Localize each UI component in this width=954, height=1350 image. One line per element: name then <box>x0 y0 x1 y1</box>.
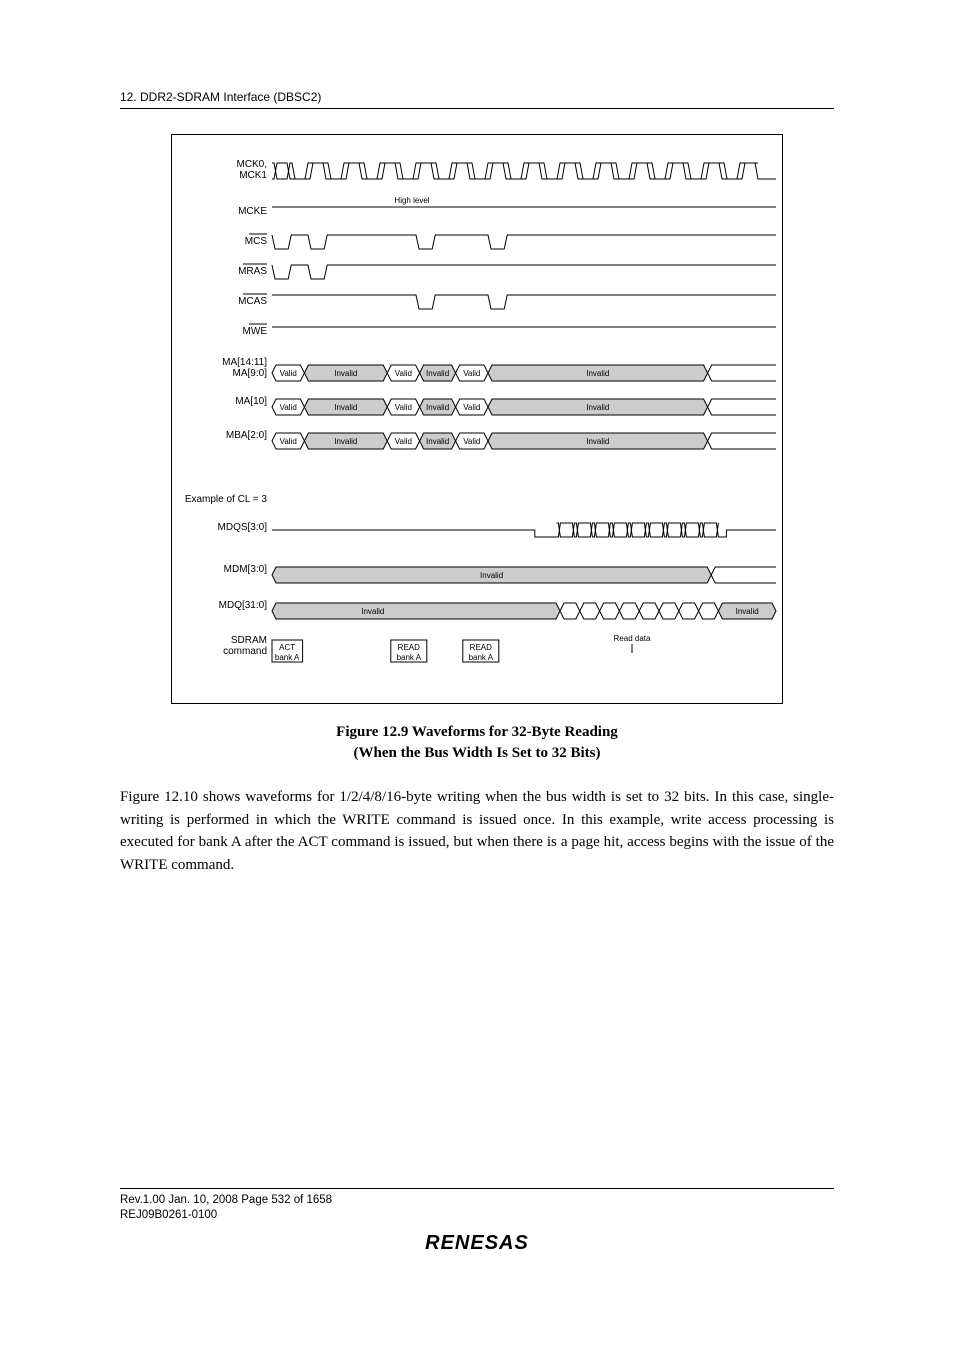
svg-text:Valid: Valid <box>280 403 297 412</box>
svg-text:bank A: bank A <box>397 653 422 662</box>
svg-text:Invalid: Invalid <box>586 437 609 446</box>
svg-text:Invalid: Invalid <box>586 369 609 378</box>
body-paragraph: Figure 12.10 shows waveforms for 1/2/4/8… <box>120 786 834 876</box>
svg-text:Valid: Valid <box>395 369 412 378</box>
svg-text:Invalid: Invalid <box>334 369 357 378</box>
svg-text:Valid: Valid <box>463 403 480 412</box>
svg-text:Invalid: Invalid <box>586 403 609 412</box>
svg-text:Example of CL = 3: Example of CL = 3 <box>185 494 268 505</box>
caption-line2: (When the Bus Width Is Set to 32 Bits) <box>354 745 601 761</box>
page: 12. DDR2-SDRAM Interface (DBSC2) MCK0,MC… <box>0 0 954 1350</box>
svg-text:MBA[2:0]: MBA[2:0] <box>226 430 267 441</box>
section-header: 12. DDR2-SDRAM Interface (DBSC2) <box>120 90 834 109</box>
page-footer: Rev.1.00 Jan. 10, 2008 Page 532 of 1658 … <box>120 1188 834 1255</box>
svg-text:READ: READ <box>398 643 420 652</box>
svg-text:Valid: Valid <box>395 437 412 446</box>
svg-text:Invalid: Invalid <box>426 369 449 378</box>
svg-text:Invalid: Invalid <box>334 403 357 412</box>
caption-line1: Figure 12.9 Waveforms for 32-Byte Readin… <box>336 724 618 740</box>
svg-text:MDQ[31:0]: MDQ[31:0] <box>219 600 268 611</box>
svg-text:Invalid: Invalid <box>426 437 449 446</box>
svg-text:MCK0,MCK1: MCK0,MCK1 <box>236 159 267 181</box>
svg-text:MCAS: MCAS <box>238 296 267 307</box>
svg-text:Read data: Read data <box>614 634 651 643</box>
svg-text:MCKE: MCKE <box>238 206 267 217</box>
svg-text:READ: READ <box>470 643 492 652</box>
svg-text:Valid: Valid <box>280 369 297 378</box>
svg-text:Invalid: Invalid <box>361 607 384 616</box>
svg-text:MRAS: MRAS <box>238 266 267 277</box>
svg-text:MWE: MWE <box>243 326 268 337</box>
svg-text:Valid: Valid <box>280 437 297 446</box>
svg-text:ACT: ACT <box>279 643 295 652</box>
svg-text:bank A: bank A <box>469 653 494 662</box>
svg-text:Valid: Valid <box>395 403 412 412</box>
svg-text:Invalid: Invalid <box>736 607 759 616</box>
svg-text:High level: High level <box>394 196 429 205</box>
svg-text:Invalid: Invalid <box>480 571 503 580</box>
svg-text:Invalid: Invalid <box>334 437 357 446</box>
renesas-logo: RENESAS <box>120 1232 834 1255</box>
svg-text:MDQS[3:0]: MDQS[3:0] <box>218 522 268 533</box>
svg-text:Valid: Valid <box>463 437 480 446</box>
svg-text:SDRAMcommand: SDRAMcommand <box>223 635 267 657</box>
figure-caption: Figure 12.9 Waveforms for 32-Byte Readin… <box>120 722 834 764</box>
svg-text:MCS: MCS <box>245 236 268 247</box>
footer-rev: Rev.1.00 Jan. 10, 2008 Page 532 of 1658 <box>120 1193 834 1209</box>
svg-text:MDM[3:0]: MDM[3:0] <box>224 564 268 575</box>
svg-text:Valid: Valid <box>463 369 480 378</box>
svg-text:bank A: bank A <box>275 653 300 662</box>
svg-text:MA[14:11]MA[9:0]: MA[14:11]MA[9:0] <box>222 357 267 379</box>
footer-rej: REJ09B0261-0100 <box>120 1208 834 1224</box>
svg-text:MA[10]: MA[10] <box>235 396 267 407</box>
svg-text:Invalid: Invalid <box>426 403 449 412</box>
timing-diagram: MCK0,MCK1 MCKE High level MCS MRAS MCAS MWE MA[… <box>171 134 783 704</box>
